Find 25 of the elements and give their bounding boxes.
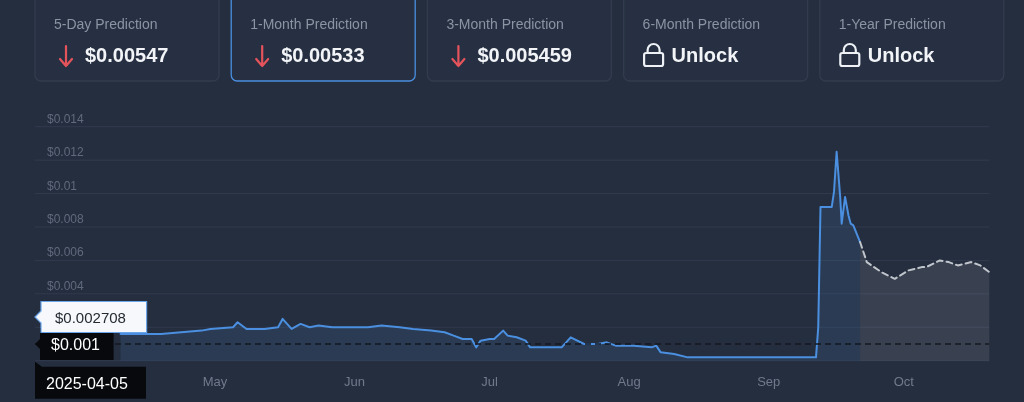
x-tick-label: Sep — [757, 373, 781, 389]
text: Unlock — [671, 44, 739, 66]
x-tick-label: Jun — [344, 373, 366, 389]
text: Unlock — [867, 44, 935, 66]
x-tick-label: Oct — [893, 373, 915, 389]
x-tick-label: May — [202, 373, 228, 389]
annotation: $0.002708 — [55, 308, 126, 326]
y-tick-label: $0.004 — [47, 278, 85, 293]
text: $0.005459 — [477, 44, 572, 66]
text: $0.00533 — [281, 44, 365, 66]
y-tick-label: $0.008 — [47, 211, 85, 226]
text: 2025-04-05 — [46, 374, 128, 392]
y-tick-label: $0.014 — [47, 111, 85, 126]
x-tick-label: Jul — [481, 373, 499, 389]
text: $0.00547 — [85, 44, 169, 66]
category-label: 1-Year Prediction — [838, 16, 946, 32]
category-label: 6-Month Prediction — [642, 16, 761, 32]
y-tick-label: $0.01 — [47, 178, 78, 193]
category-label: 1-Month Prediction — [250, 16, 368, 32]
category-label: 3-Month Prediction — [446, 16, 564, 32]
y-tick-label: $0.006 — [47, 245, 85, 260]
ref-line-label: $0.001 — [51, 335, 101, 353]
y-tick-label: $0.012 — [47, 145, 85, 160]
category-label: 5-Day Prediction — [54, 16, 158, 32]
x-tick-label: Aug — [617, 373, 641, 389]
